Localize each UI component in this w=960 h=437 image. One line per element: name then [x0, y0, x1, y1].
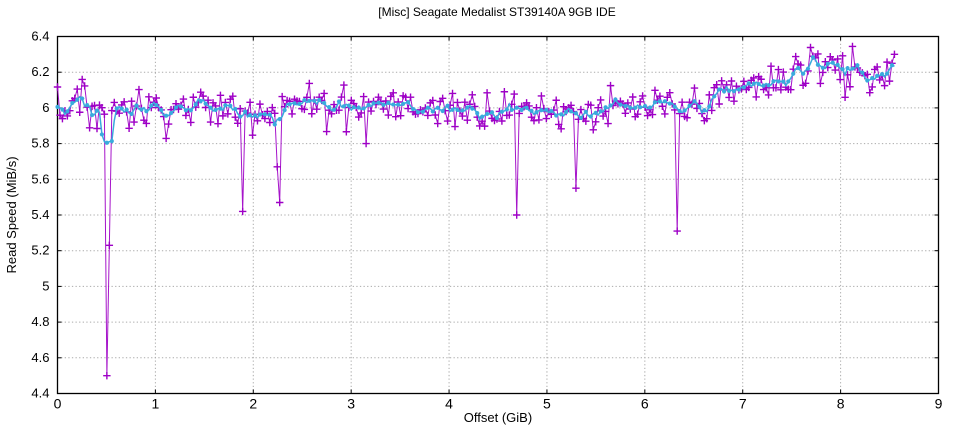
svg-text:6: 6: [641, 396, 649, 412]
svg-text:4.4: 4.4: [31, 386, 49, 401]
svg-text:7: 7: [739, 396, 747, 412]
svg-text:4.6: 4.6: [31, 350, 49, 365]
svg-text:2: 2: [249, 396, 257, 412]
svg-text:4.8: 4.8: [31, 314, 49, 329]
svg-text:5: 5: [42, 278, 49, 293]
svg-text:6: 6: [42, 100, 49, 115]
svg-text:5.8: 5.8: [31, 136, 49, 151]
svg-text:3: 3: [347, 396, 355, 412]
svg-text:6.2: 6.2: [31, 64, 49, 79]
svg-text:5.6: 5.6: [31, 171, 49, 186]
svg-text:9: 9: [935, 396, 943, 412]
svg-text:Offset (GiB): Offset (GiB): [464, 410, 532, 425]
svg-text:0: 0: [54, 396, 62, 412]
svg-text:1: 1: [151, 396, 159, 412]
svg-text:4: 4: [445, 396, 453, 412]
svg-text:[Misc] Seagate Medalist ST3914: [Misc] Seagate Medalist ST39140A 9GB IDE: [378, 5, 615, 19]
svg-text:8: 8: [837, 396, 845, 412]
svg-text:6.4: 6.4: [31, 29, 49, 44]
svg-text:5.2: 5.2: [31, 243, 49, 258]
svg-text:5: 5: [543, 396, 551, 412]
svg-text:5.4: 5.4: [31, 207, 49, 222]
svg-text:Read Speed (MiB/s): Read Speed (MiB/s): [4, 156, 19, 273]
